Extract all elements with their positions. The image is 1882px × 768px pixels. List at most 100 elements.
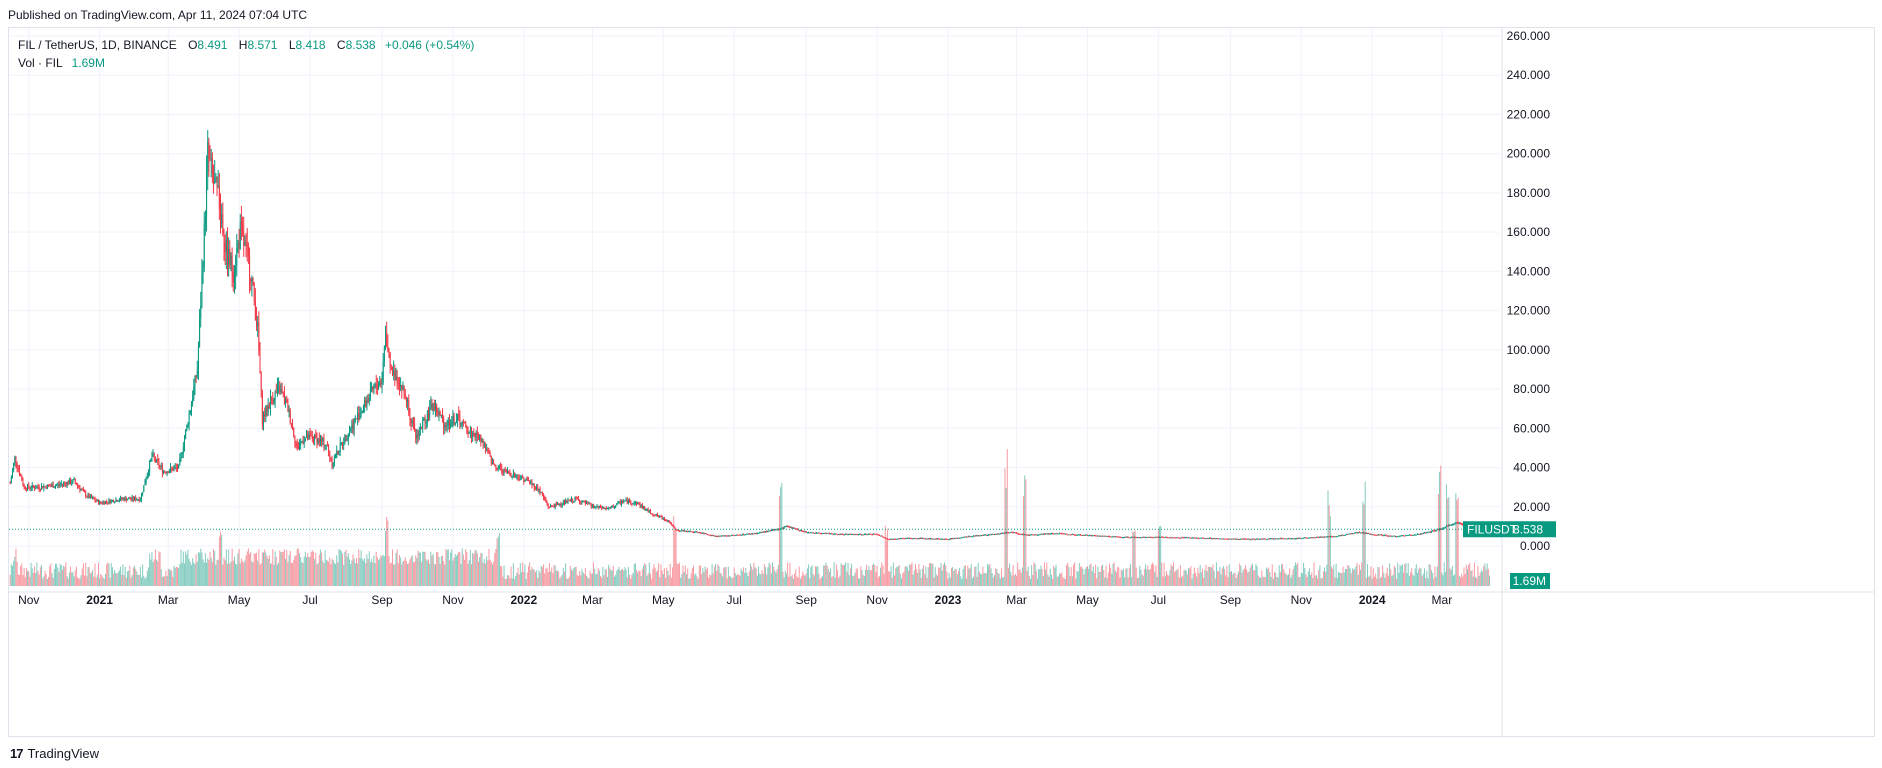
volume-bar <box>102 577 104 586</box>
candle-body <box>14 456 16 464</box>
volume-bar <box>1139 565 1141 586</box>
volume-bar <box>939 567 941 586</box>
candle-body <box>175 467 177 469</box>
volume-bar <box>1073 564 1075 586</box>
volume-bar <box>1226 565 1228 586</box>
volume-bar <box>1247 572 1249 586</box>
volume-bar <box>1129 563 1131 586</box>
volume-bar <box>423 551 425 586</box>
volume-bar <box>904 566 906 586</box>
candle-body <box>258 322 260 351</box>
volume-bar <box>1463 567 1465 586</box>
volume-bar <box>99 578 101 586</box>
volume-bar <box>675 530 677 586</box>
candle-body <box>543 495 545 498</box>
volume-bar <box>1462 576 1464 586</box>
candle-body <box>723 535 725 537</box>
volume-bar <box>710 575 712 586</box>
volume-bar <box>163 576 165 586</box>
candle-body <box>838 534 840 536</box>
candle-body <box>1030 534 1032 536</box>
volume-bar <box>215 564 217 586</box>
volume-bar <box>1236 574 1238 586</box>
candle-body <box>1091 535 1093 537</box>
volume-bar <box>663 568 665 586</box>
volume-bar <box>523 572 525 586</box>
volume-bar <box>344 551 346 586</box>
volume-bar <box>917 572 919 586</box>
volume-bar <box>516 572 518 586</box>
candle-body <box>1413 534 1415 536</box>
volume-bar <box>387 520 389 586</box>
volume-bar <box>87 567 89 586</box>
candle-body <box>1432 530 1434 532</box>
candle-body <box>1049 533 1051 535</box>
volume-bar <box>397 563 399 586</box>
volume-bar <box>1027 566 1029 586</box>
candle-body <box>883 537 885 539</box>
candle-body <box>844 534 846 536</box>
volume-bar <box>952 567 954 586</box>
candle-body <box>1138 537 1140 539</box>
volume-bar <box>373 555 375 586</box>
candle-body <box>335 457 337 459</box>
volume-bar <box>1096 578 1098 586</box>
candle-body <box>1097 535 1099 537</box>
volume-bar <box>1430 570 1432 586</box>
volume-bar <box>271 563 273 586</box>
volume-bar <box>242 561 244 586</box>
volume-bar <box>1211 567 1213 586</box>
volume-bar <box>934 566 936 586</box>
volume-bar <box>106 564 108 586</box>
volume-bar <box>432 553 434 586</box>
candle-body <box>1248 538 1250 540</box>
candle-body <box>1324 536 1326 538</box>
candle-body <box>1250 539 1252 541</box>
candle-body <box>667 520 669 522</box>
candle-body <box>1206 538 1208 540</box>
volume-bar <box>713 566 715 586</box>
volume-bar <box>546 567 548 586</box>
volume-bar <box>534 572 536 586</box>
candle-body <box>237 242 239 249</box>
volume-bar <box>670 577 672 586</box>
candle-body <box>436 404 438 413</box>
volume-bar <box>56 563 58 586</box>
volume-bar <box>989 563 991 586</box>
volume-bar <box>875 572 877 586</box>
volume-bar <box>687 568 689 586</box>
volume-bar <box>888 571 890 586</box>
volume-bar <box>1183 570 1185 586</box>
candle-body <box>310 435 312 437</box>
candle-body <box>1096 535 1098 537</box>
candle-body <box>1047 533 1049 535</box>
volume-bar <box>1084 569 1086 586</box>
candle-body <box>311 436 313 439</box>
volume-bar <box>299 553 301 586</box>
candle-body <box>22 480 24 485</box>
candle-body <box>1208 537 1210 539</box>
volume-bar <box>14 556 16 586</box>
candle-body <box>307 434 309 440</box>
volume-bar <box>532 568 534 586</box>
volume-bar <box>622 568 624 586</box>
volume-bar <box>740 568 742 586</box>
candle-body <box>928 538 930 540</box>
volume-bar <box>798 566 800 586</box>
candle-body <box>332 463 334 467</box>
candle-body <box>1136 537 1138 539</box>
candle-body <box>225 239 227 252</box>
volume-bar <box>859 578 861 586</box>
candle-body <box>777 528 779 531</box>
volume-bar <box>593 562 595 586</box>
candle-body <box>497 467 499 470</box>
volume-bar <box>565 563 567 586</box>
candle-body <box>647 508 649 512</box>
volume-bar <box>1234 572 1236 586</box>
candle-body <box>694 532 696 534</box>
volume-bar <box>765 566 767 586</box>
candle-body <box>1461 523 1463 525</box>
candle-body <box>1013 532 1015 534</box>
volume-bar <box>1419 567 1421 586</box>
